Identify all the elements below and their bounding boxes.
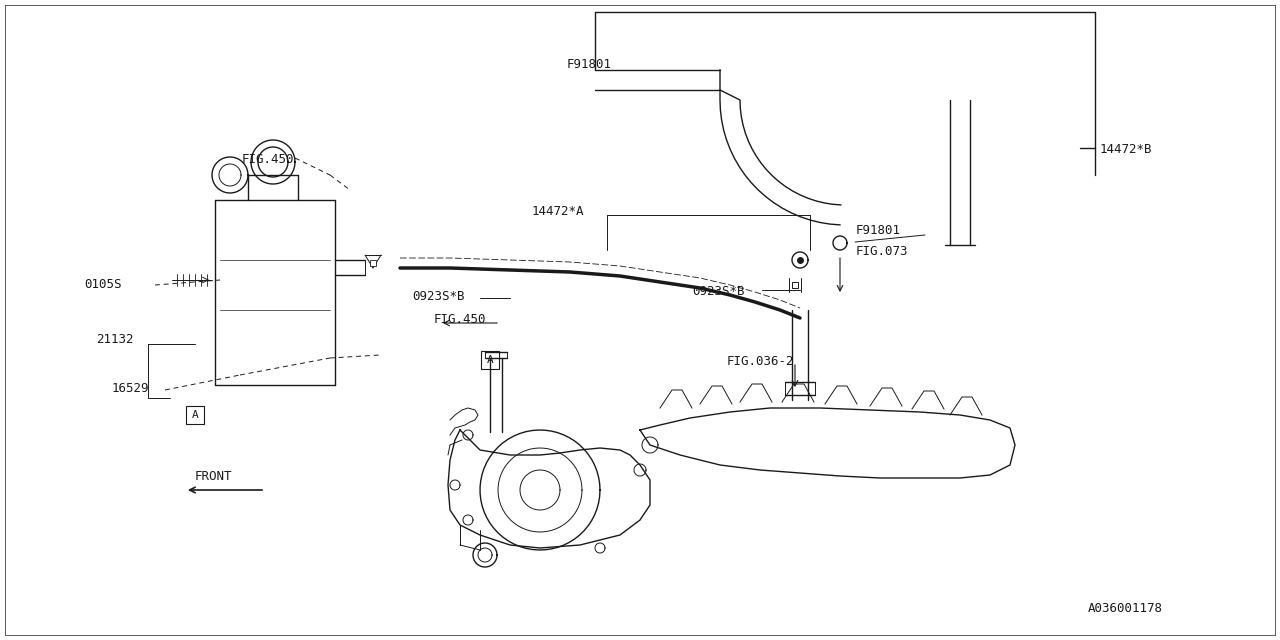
Text: 21132: 21132 [96,333,133,346]
Text: F91801: F91801 [856,224,901,237]
Text: 14472*B: 14472*B [1100,143,1152,156]
Text: FIG.450: FIG.450 [242,153,294,166]
Bar [481,351,499,369]
Text: A036001178: A036001178 [1088,602,1164,615]
Text: A: A [192,410,198,420]
Text: FIG.036-2: FIG.036-2 [727,355,795,368]
Text: 0105S: 0105S [84,278,122,291]
Text: A: A [486,355,493,365]
Text: 16529: 16529 [113,382,150,395]
Text: FIG.073: FIG.073 [856,245,909,258]
Text: FIG.450: FIG.450 [434,313,486,326]
Text: F91801: F91801 [567,58,612,71]
Text: 14472*A: 14472*A [532,205,585,218]
Text: 0923S*B: 0923S*B [692,285,745,298]
Text: FRONT: FRONT [195,470,233,483]
Bar [186,406,204,424]
Text: 0923S*B: 0923S*B [412,290,465,303]
